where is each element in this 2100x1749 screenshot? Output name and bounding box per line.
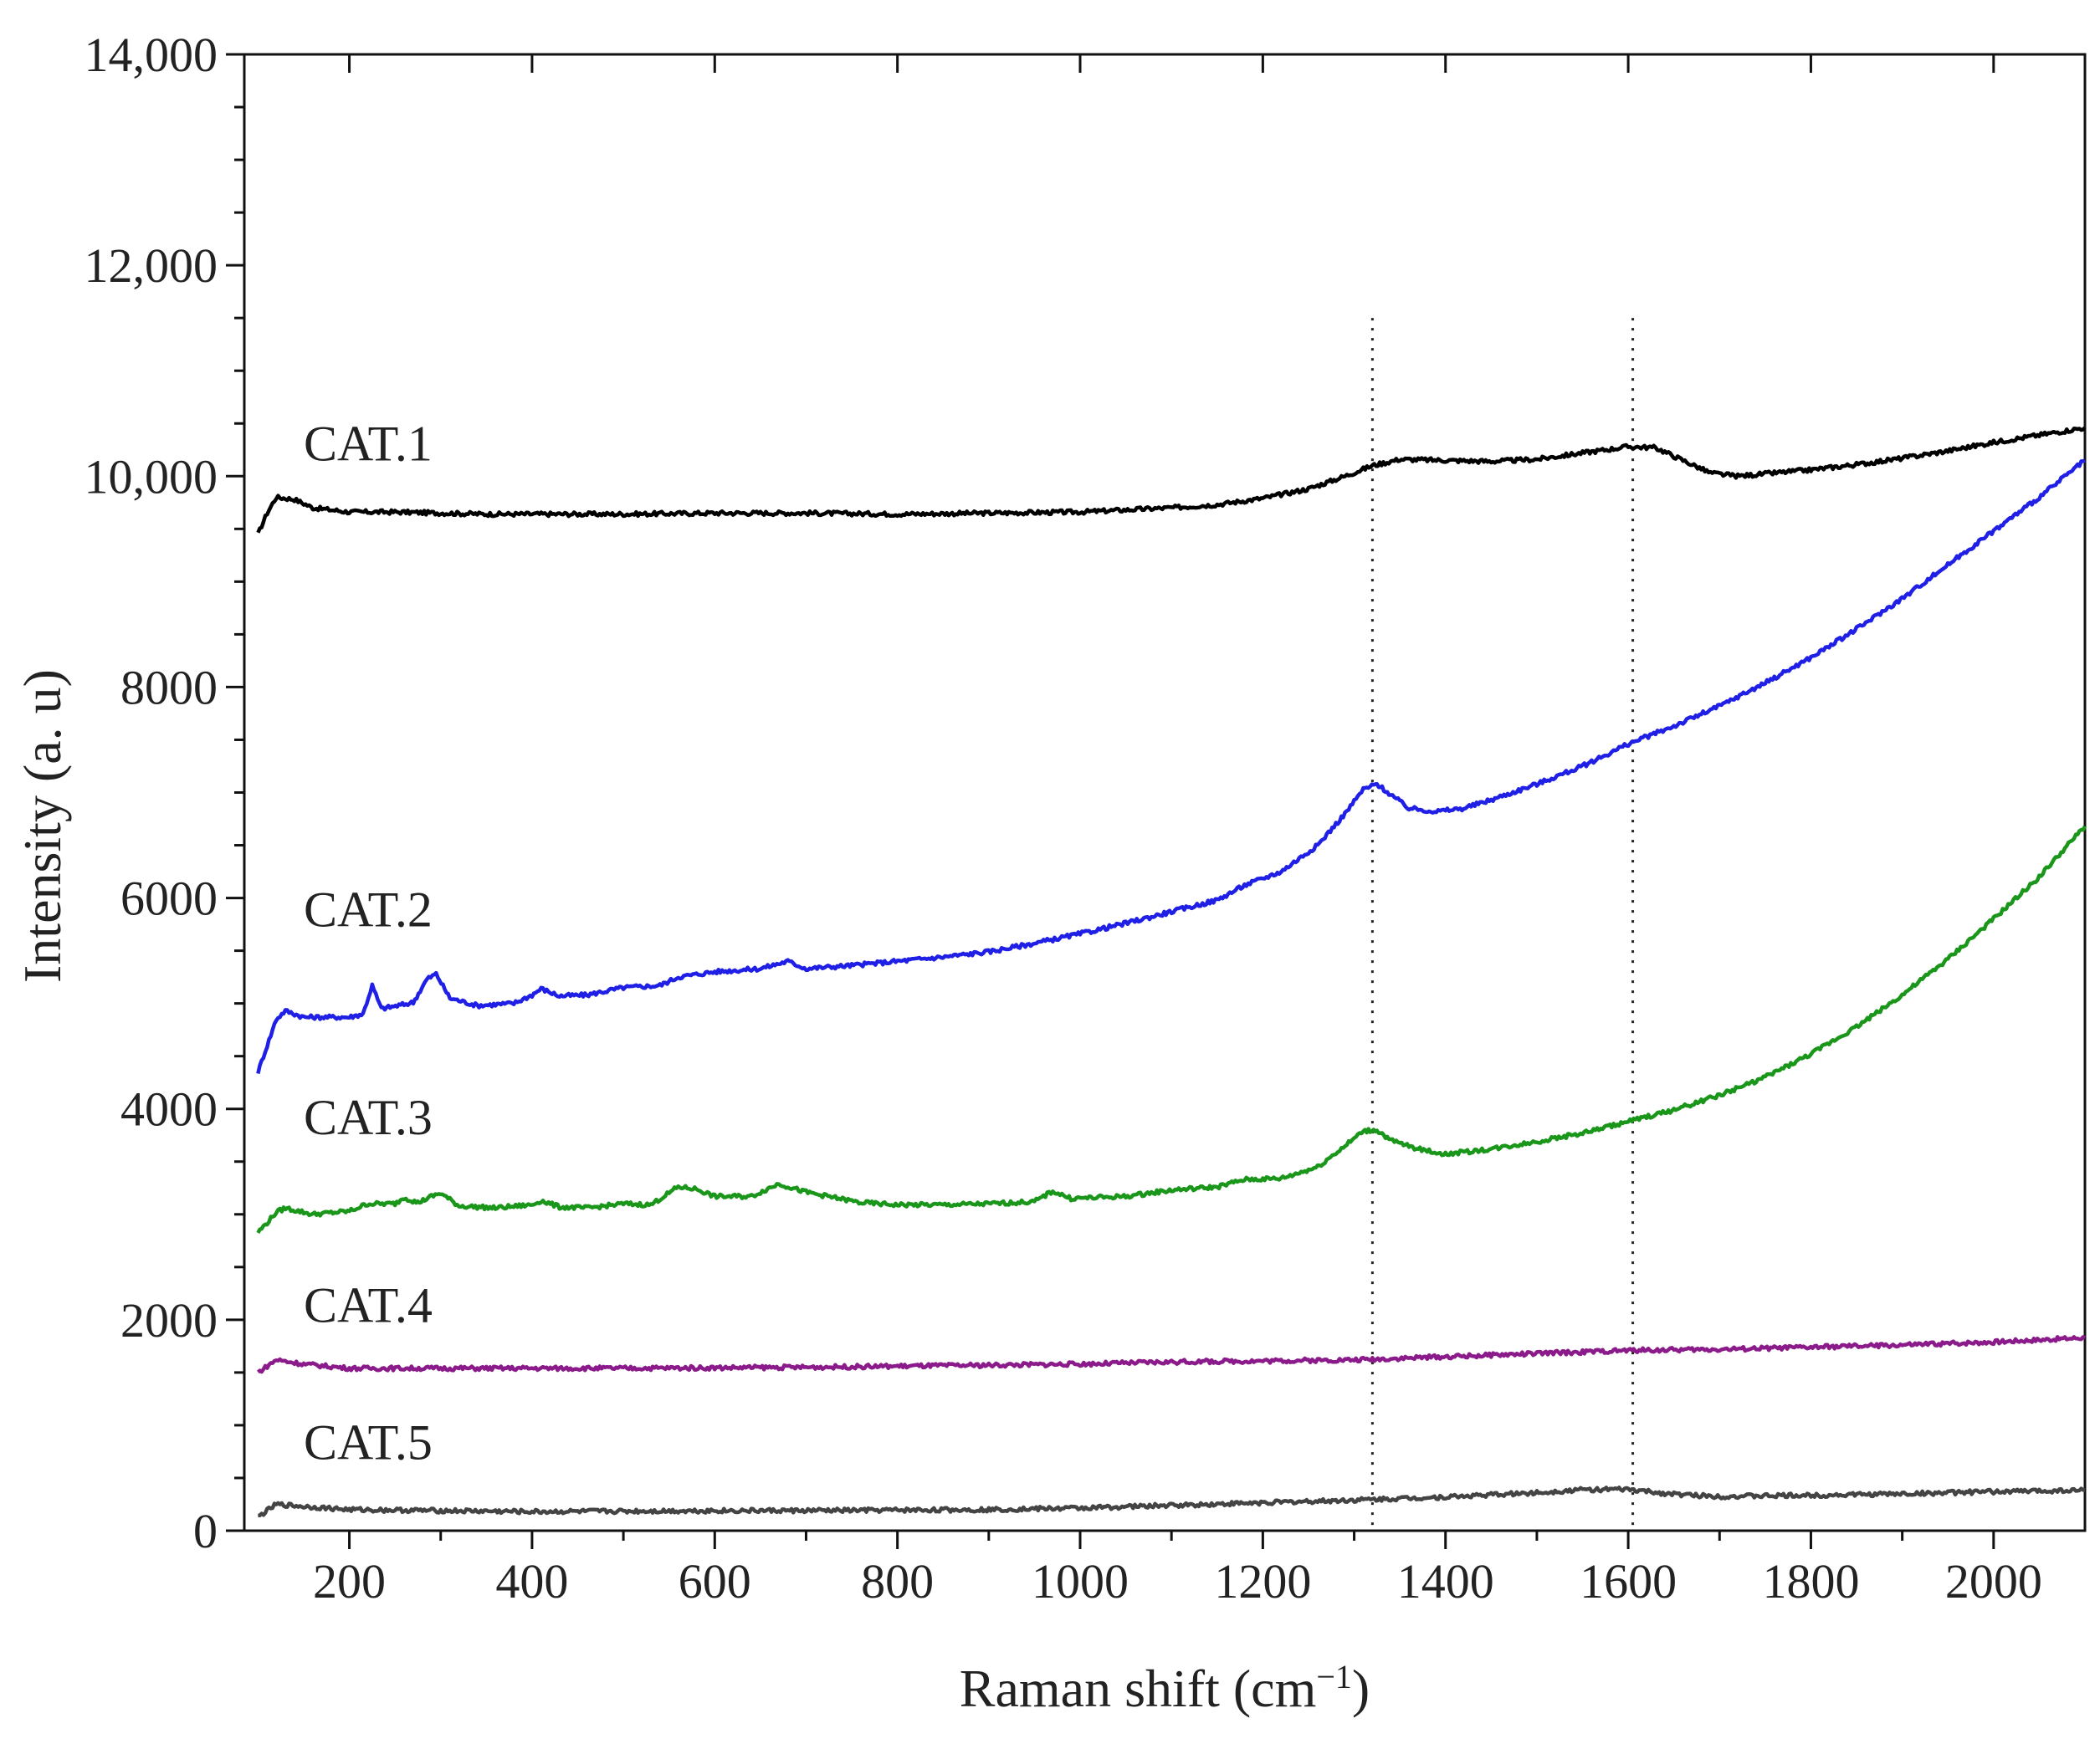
x-tick-label: 1200: [1214, 1554, 1311, 1608]
y-axis: 0 2000 4000 6000 8000 10,000 12,000 14,000: [85, 28, 244, 1558]
series-line-cat-2: [256, 458, 2086, 1074]
x-tick-label: 2000: [1945, 1554, 2042, 1608]
x-tick-label: 1000: [1032, 1554, 1129, 1608]
y-tick-label: 6000: [120, 872, 218, 926]
x-tick-label: 1400: [1397, 1554, 1494, 1608]
y-tick-label: 4000: [120, 1082, 218, 1137]
y-axis-title: Intensity (a. u): [13, 669, 72, 983]
x-tick-label: 400: [495, 1554, 568, 1608]
series-label-cat-1: CAT.1: [304, 416, 433, 471]
x-tick-label: 800: [861, 1554, 934, 1608]
y-tick-label: 0: [193, 1504, 218, 1558]
series-label-cat-2: CAT.2: [304, 882, 433, 938]
series-line-cat-5: [258, 1486, 2086, 1518]
series-labels: CAT.1 CAT.2 CAT.3 CAT.4 CAT.5: [304, 416, 433, 1470]
series-line-cat-4: [256, 1335, 2086, 1374]
y-tick-label: 8000: [120, 660, 218, 714]
x-axis: 200 400 600 800 1000 1200 1400 1600 1800 2000: [313, 54, 2042, 1608]
x-tick-label: 1800: [1762, 1554, 1859, 1608]
x-tick-label: 1600: [1580, 1554, 1677, 1608]
series-line-cat-1: [256, 426, 2087, 534]
x-axis-title-main: Raman shift (cm: [960, 1659, 1317, 1718]
x-tick-label: 200: [313, 1554, 386, 1608]
series-layer: [256, 426, 2087, 1518]
plot-border: [243, 53, 2087, 1532]
plot-frame: [243, 53, 2087, 1532]
y-tick-label: 14,000: [85, 28, 218, 82]
series-label-cat-5: CAT.5: [304, 1414, 433, 1470]
reference-lines: [1370, 318, 1635, 1531]
y-tick-label: 12,000: [85, 238, 218, 293]
y-tick-label: 10,000: [85, 449, 218, 504]
x-tick-label: 600: [679, 1554, 751, 1608]
x-axis-title: Raman shift (cm−1): [960, 1658, 1370, 1719]
series-label-cat-4: CAT.4: [304, 1277, 433, 1332]
series-line-cat-3: [256, 825, 2087, 1234]
series-label-cat-3: CAT.3: [304, 1090, 433, 1145]
x-axis-title-close: ): [1352, 1659, 1370, 1718]
y-tick-label: 2000: [120, 1293, 218, 1348]
x-axis-title-sup: −1: [1316, 1658, 1352, 1695]
